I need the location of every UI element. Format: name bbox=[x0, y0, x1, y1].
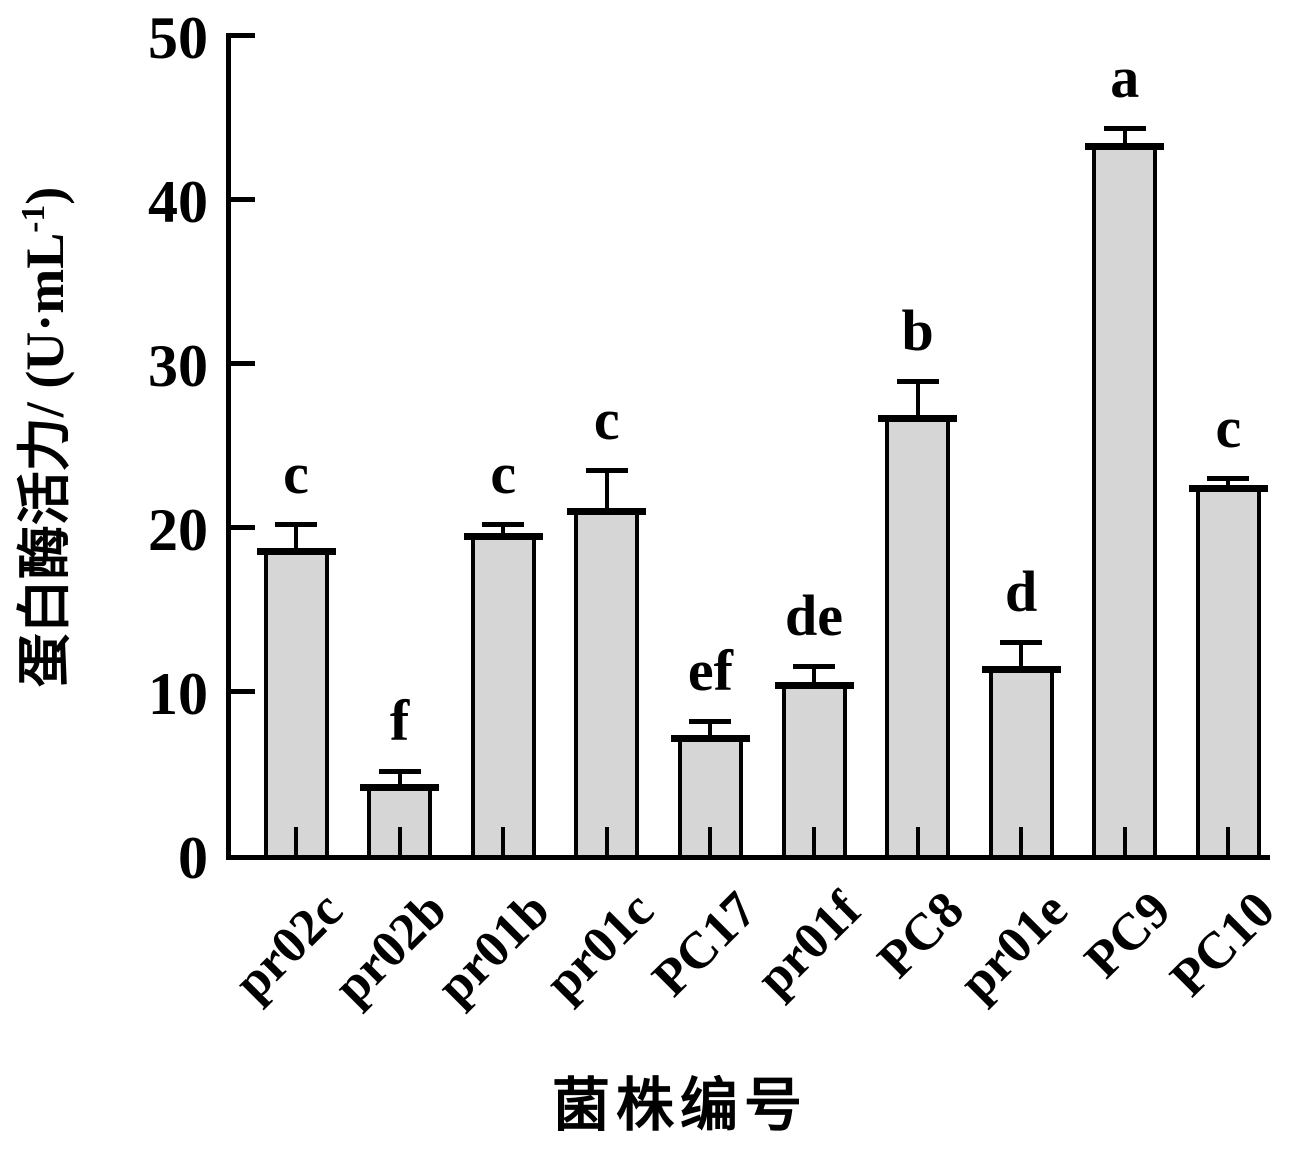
bar-top-border bbox=[463, 532, 543, 540]
x-axis-tick bbox=[1226, 827, 1231, 855]
error-bar-whisker bbox=[1122, 128, 1127, 143]
error-bar-cap bbox=[1207, 475, 1250, 481]
bar-top-border bbox=[981, 665, 1061, 673]
error-bar-cap bbox=[1103, 126, 1146, 132]
error-bar-whisker bbox=[1019, 641, 1024, 666]
bar-top-border bbox=[360, 783, 440, 791]
y-tick-label: 0 bbox=[178, 825, 208, 891]
y-tick-label: 20 bbox=[148, 497, 208, 563]
x-axis-tick bbox=[294, 827, 298, 855]
y-axis-line bbox=[226, 33, 231, 860]
error-bar-cap bbox=[275, 521, 317, 527]
bar bbox=[1195, 489, 1261, 855]
bar-top-border bbox=[567, 508, 647, 516]
significance-letter: ef bbox=[687, 637, 733, 703]
bar-top-border bbox=[1085, 142, 1165, 150]
bar bbox=[574, 512, 640, 855]
error-bar-cap bbox=[482, 521, 525, 527]
x-category-label: pr01e bbox=[948, 881, 1079, 1012]
y-tick-label: 30 bbox=[148, 333, 208, 399]
significance-letter: c bbox=[283, 440, 309, 506]
x-category-label: pr01c bbox=[534, 881, 665, 1012]
significance-letter: a bbox=[1110, 45, 1140, 111]
significance-letter: d bbox=[1005, 558, 1038, 624]
x-axis-title: 菌株编号 bbox=[551, 1073, 808, 1138]
y-axis-tick bbox=[231, 525, 255, 530]
error-bar-cap bbox=[689, 718, 732, 724]
x-category-label: pr01b bbox=[426, 881, 561, 1016]
y-tick-label: 10 bbox=[148, 661, 208, 727]
x-axis-tick bbox=[501, 827, 506, 855]
x-axis-tick bbox=[915, 827, 920, 855]
x-axis-tick bbox=[1019, 827, 1024, 855]
significance-letter: de bbox=[785, 583, 843, 649]
y-tick-label: 50 bbox=[148, 5, 208, 71]
error-bar-whisker bbox=[812, 666, 816, 683]
significance-letter: c bbox=[1215, 394, 1242, 460]
error-bar-whisker bbox=[294, 523, 298, 548]
error-bar-whisker bbox=[1226, 477, 1231, 486]
bar-top-border bbox=[256, 547, 336, 555]
bar-top-border bbox=[1188, 485, 1268, 493]
error-bar-whisker bbox=[604, 469, 609, 509]
error-bar-whisker bbox=[501, 523, 506, 533]
x-category-label: PC17 bbox=[641, 881, 769, 1008]
error-bar-whisker bbox=[915, 381, 920, 415]
x-category-label: PC10 bbox=[1159, 881, 1287, 1008]
x-category-label: pr02c bbox=[223, 881, 354, 1012]
error-bar-cap bbox=[585, 467, 628, 473]
y-axis-tick bbox=[231, 689, 255, 694]
y-axis-tick bbox=[231, 197, 255, 202]
bar-top-border bbox=[670, 734, 750, 742]
bar bbox=[470, 536, 536, 855]
y-axis-tick bbox=[231, 33, 255, 38]
error-bar-cap bbox=[896, 379, 939, 385]
x-axis-tick bbox=[397, 827, 402, 855]
bar bbox=[988, 669, 1054, 855]
x-axis-tick bbox=[812, 827, 816, 855]
error-bar-cap bbox=[1000, 639, 1043, 645]
significance-letter: c bbox=[593, 386, 620, 452]
y-tick-label: 40 bbox=[148, 169, 208, 235]
significance-letter: f bbox=[389, 688, 410, 754]
error-bar-whisker bbox=[708, 720, 713, 735]
bar bbox=[781, 686, 847, 855]
x-axis-line bbox=[226, 855, 1270, 860]
x-category-label: pr02b bbox=[322, 881, 458, 1016]
significance-letter: b bbox=[901, 298, 934, 364]
significance-letter: c bbox=[490, 440, 517, 506]
y-axis-tick bbox=[231, 361, 255, 366]
bar bbox=[885, 418, 951, 855]
bar bbox=[1092, 146, 1158, 855]
error-bar-cap bbox=[378, 769, 421, 775]
x-axis-tick bbox=[1122, 827, 1127, 855]
x-axis-tick bbox=[604, 827, 609, 855]
error-bar-cap bbox=[793, 664, 835, 670]
x-category-label: pr01f bbox=[745, 881, 872, 1008]
x-axis-tick bbox=[708, 827, 713, 855]
error-bar-whisker bbox=[397, 771, 402, 784]
bar-top-border bbox=[774, 682, 854, 690]
bar bbox=[263, 551, 329, 855]
bar-top-border bbox=[878, 414, 958, 422]
